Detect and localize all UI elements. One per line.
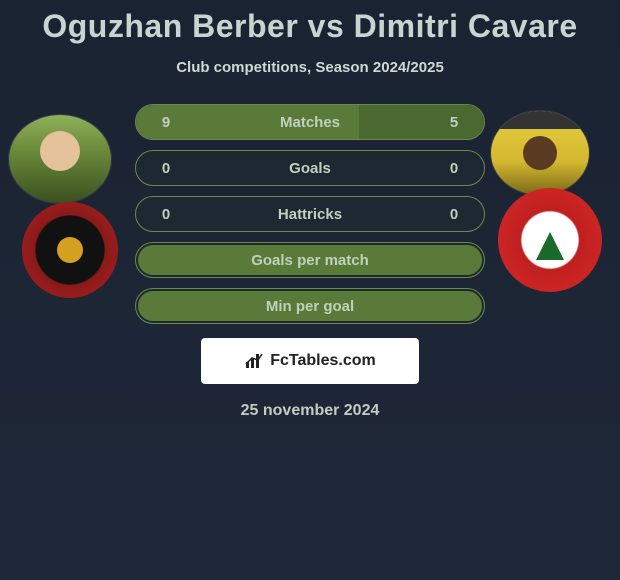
stat-label: Hattricks bbox=[196, 206, 424, 223]
chart-icon bbox=[244, 352, 264, 370]
stat-label: Goals bbox=[196, 160, 424, 177]
stat-value-left: 0 bbox=[136, 206, 196, 223]
club-right-image bbox=[498, 188, 602, 292]
season-subtitle: Club competitions, Season 2024/2025 bbox=[0, 59, 620, 76]
club-right-badge bbox=[498, 188, 602, 292]
player-left-image bbox=[9, 115, 111, 203]
stat-row: 0Goals0 bbox=[135, 150, 485, 186]
content-area: 9Matches50Goals00Hattricks0Goals per mat… bbox=[0, 104, 620, 420]
stat-row: 0Hattricks0 bbox=[135, 196, 485, 232]
player-left-avatar bbox=[8, 114, 112, 204]
stat-label: Min per goal bbox=[196, 298, 424, 315]
brand-text: FcTables.com bbox=[270, 352, 376, 370]
stat-label: Matches bbox=[196, 114, 424, 131]
player-right-avatar bbox=[490, 110, 590, 196]
stat-row: Min per goal bbox=[135, 288, 485, 324]
club-left-image bbox=[22, 202, 118, 298]
comparison-card: Oguzhan Berber vs Dimitri Cavare Club co… bbox=[0, 0, 620, 420]
player-right-image bbox=[491, 111, 589, 195]
stat-row: Goals per match bbox=[135, 242, 485, 278]
page-title: Oguzhan Berber vs Dimitri Cavare bbox=[0, 8, 620, 45]
stat-value-right: 0 bbox=[424, 206, 484, 223]
stats-table: 9Matches50Goals00Hattricks0Goals per mat… bbox=[135, 104, 485, 324]
stat-value-left: 0 bbox=[136, 160, 196, 177]
stat-value-left: 9 bbox=[136, 114, 196, 131]
stat-value-right: 0 bbox=[424, 160, 484, 177]
brand-box[interactable]: FcTables.com bbox=[201, 338, 419, 384]
date-text: 25 november 2024 bbox=[0, 402, 620, 420]
stat-row: 9Matches5 bbox=[135, 104, 485, 140]
stat-label: Goals per match bbox=[196, 252, 424, 269]
stat-value-right: 5 bbox=[424, 114, 484, 131]
club-left-badge bbox=[22, 202, 118, 298]
